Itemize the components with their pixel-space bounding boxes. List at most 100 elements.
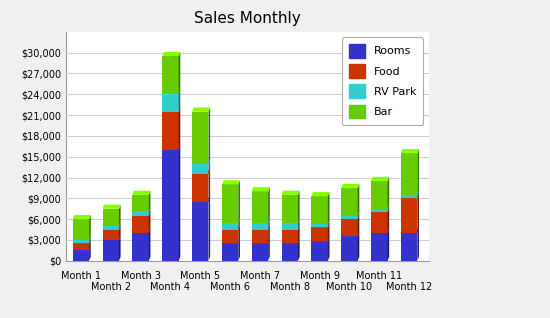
Polygon shape — [162, 56, 179, 94]
Polygon shape — [282, 239, 300, 243]
Polygon shape — [102, 226, 119, 230]
Polygon shape — [89, 239, 91, 250]
Polygon shape — [162, 150, 179, 261]
Polygon shape — [192, 202, 208, 261]
Polygon shape — [388, 177, 389, 209]
Polygon shape — [341, 219, 358, 237]
Polygon shape — [133, 208, 151, 212]
Polygon shape — [222, 223, 238, 230]
Polygon shape — [73, 239, 91, 243]
Polygon shape — [268, 187, 270, 223]
Polygon shape — [311, 196, 328, 224]
Polygon shape — [371, 233, 388, 261]
Polygon shape — [162, 94, 179, 112]
Polygon shape — [282, 191, 300, 195]
Polygon shape — [73, 243, 89, 250]
Polygon shape — [298, 218, 300, 230]
Polygon shape — [133, 229, 151, 233]
Polygon shape — [252, 243, 268, 261]
Polygon shape — [133, 212, 149, 216]
Text: Month 4: Month 4 — [151, 281, 190, 292]
Polygon shape — [311, 227, 328, 241]
Polygon shape — [222, 184, 238, 223]
Polygon shape — [133, 233, 149, 261]
Polygon shape — [192, 197, 210, 202]
Polygon shape — [358, 184, 359, 216]
Polygon shape — [179, 107, 180, 150]
Polygon shape — [401, 233, 417, 261]
Polygon shape — [417, 191, 419, 198]
Polygon shape — [298, 225, 300, 243]
Polygon shape — [401, 191, 419, 195]
Polygon shape — [179, 52, 180, 94]
Polygon shape — [208, 197, 210, 261]
Polygon shape — [328, 223, 329, 241]
Polygon shape — [149, 208, 151, 216]
Polygon shape — [311, 237, 329, 241]
Polygon shape — [358, 211, 359, 219]
Polygon shape — [298, 239, 300, 261]
Polygon shape — [208, 159, 210, 174]
Polygon shape — [133, 195, 149, 212]
Polygon shape — [149, 211, 151, 233]
Text: Month 6: Month 6 — [210, 281, 250, 292]
Polygon shape — [401, 153, 417, 195]
Polygon shape — [238, 218, 240, 230]
Polygon shape — [358, 215, 359, 237]
Polygon shape — [208, 107, 210, 164]
Polygon shape — [192, 164, 208, 174]
Polygon shape — [162, 52, 180, 56]
Legend: Rooms, Food, RV Park, Bar: Rooms, Food, RV Park, Bar — [342, 37, 424, 125]
Polygon shape — [162, 107, 180, 112]
Polygon shape — [119, 225, 120, 240]
Polygon shape — [179, 146, 180, 261]
Polygon shape — [162, 146, 180, 150]
Polygon shape — [179, 90, 180, 112]
Polygon shape — [341, 232, 359, 237]
Polygon shape — [371, 212, 388, 233]
Polygon shape — [192, 112, 208, 164]
Polygon shape — [208, 170, 210, 202]
Polygon shape — [222, 225, 240, 230]
Text: Month 11: Month 11 — [356, 271, 403, 281]
Polygon shape — [89, 215, 91, 240]
Polygon shape — [162, 112, 179, 150]
Polygon shape — [371, 177, 389, 181]
Text: Month 3: Month 3 — [120, 271, 161, 281]
Polygon shape — [192, 174, 208, 202]
Polygon shape — [282, 225, 300, 230]
Text: Month 7: Month 7 — [240, 271, 280, 281]
Polygon shape — [401, 194, 419, 198]
Polygon shape — [341, 211, 359, 216]
Polygon shape — [268, 225, 270, 243]
Polygon shape — [73, 240, 89, 243]
Polygon shape — [371, 181, 388, 209]
Polygon shape — [133, 216, 149, 233]
Polygon shape — [102, 222, 120, 226]
Polygon shape — [282, 195, 298, 223]
Polygon shape — [73, 219, 89, 240]
Polygon shape — [149, 229, 151, 261]
Polygon shape — [222, 239, 240, 243]
Polygon shape — [89, 236, 91, 243]
Polygon shape — [341, 215, 359, 219]
Polygon shape — [89, 246, 91, 261]
Polygon shape — [401, 198, 417, 233]
Polygon shape — [119, 204, 120, 226]
Polygon shape — [133, 191, 151, 195]
Polygon shape — [311, 220, 329, 224]
Polygon shape — [238, 180, 240, 223]
Polygon shape — [341, 216, 358, 219]
Polygon shape — [192, 107, 210, 112]
Polygon shape — [119, 236, 120, 261]
Polygon shape — [371, 208, 389, 212]
Polygon shape — [252, 223, 268, 230]
Polygon shape — [388, 229, 389, 261]
Polygon shape — [328, 192, 329, 224]
Polygon shape — [401, 195, 417, 198]
Polygon shape — [222, 180, 240, 184]
Polygon shape — [252, 187, 270, 191]
Polygon shape — [282, 243, 298, 261]
Polygon shape — [268, 239, 270, 261]
Polygon shape — [252, 191, 268, 223]
